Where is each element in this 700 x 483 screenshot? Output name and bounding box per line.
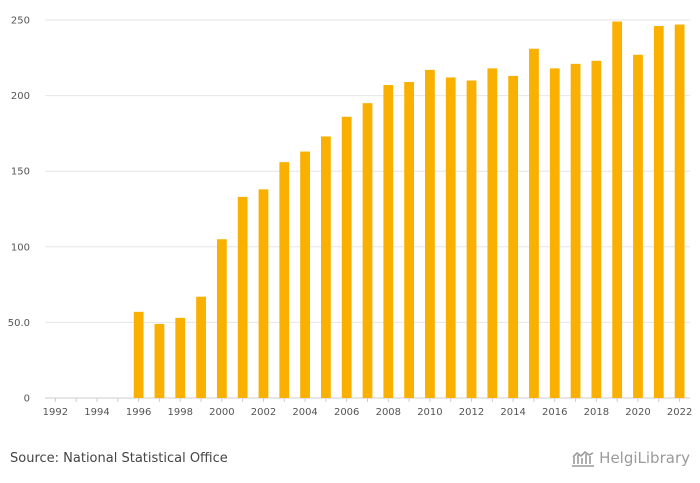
- bar-2020: [633, 54, 643, 398]
- bar-1997: [154, 323, 165, 398]
- x-tick-label: 2004: [292, 407, 317, 418]
- bar-2015: [529, 48, 539, 399]
- x-tick-label: 1992: [43, 407, 68, 418]
- y-axis-ticks: 0 50.0 100 150 200 250: [8, 16, 30, 405]
- bar-2009: [404, 81, 415, 398]
- y-tick-label: 150: [11, 167, 30, 178]
- x-tick-label: 2010: [417, 407, 442, 418]
- x-tick-label: 2012: [459, 407, 484, 418]
- bar-1998: [175, 317, 186, 398]
- y-tick-label: 0: [24, 394, 30, 405]
- bar-2016: [549, 68, 560, 398]
- source-note: Source: National Statistical Office: [10, 451, 228, 466]
- bar-2008: [383, 85, 394, 399]
- bar-2000: [216, 239, 227, 398]
- bars: [133, 21, 685, 399]
- logo-text: HelgiLibrary: [599, 449, 690, 467]
- bar-2019: [612, 21, 623, 399]
- bar-2017: [570, 63, 581, 399]
- x-tick-label: 2014: [500, 407, 525, 418]
- bar-2022: [674, 24, 685, 398]
- bar-2012: [466, 80, 477, 398]
- helgi-library-logo: HelgiLibrary: [571, 449, 690, 467]
- x-tick-label: 2000: [209, 407, 234, 418]
- y-tick-label: 250: [11, 16, 30, 27]
- y-tick-label: 100: [11, 242, 30, 253]
- y-tick-label: 200: [11, 91, 30, 102]
- bar-chart: 0 50.0 100 150 200 250 1992 1994 1996 1998 2000 20…: [8, 16, 693, 419]
- x-axis-ticks: 1992 1994 1996 1998 2000 2002 2004 2006 2008 2010…: [43, 398, 692, 418]
- library-building-icon: [572, 450, 595, 467]
- bar-2018: [591, 60, 602, 398]
- x-tick-label: 2006: [334, 407, 359, 418]
- bar-2021: [653, 26, 664, 398]
- bar-2001: [237, 196, 248, 398]
- bar-2004: [300, 151, 310, 398]
- x-tick-label: 1996: [126, 407, 151, 418]
- bar-2003: [279, 162, 290, 398]
- x-tick-label: 2018: [584, 407, 609, 418]
- y-tick-label: 50.0: [8, 318, 30, 329]
- x-tick-label: 2002: [251, 407, 276, 418]
- bar-2002: [258, 189, 269, 398]
- bar-2010: [425, 69, 435, 399]
- x-tick-label: 2016: [542, 407, 567, 418]
- bar-1996: [133, 311, 144, 398]
- x-tick-label: 1994: [84, 407, 109, 418]
- x-tick-label: 2020: [625, 407, 650, 418]
- bar-2013: [487, 68, 498, 398]
- bar-2006: [341, 116, 352, 398]
- x-tick-label: 1998: [168, 407, 193, 418]
- bar-2005: [320, 136, 331, 398]
- x-tick-label: 2022: [667, 407, 692, 418]
- bar-2011: [445, 77, 456, 399]
- x-tick-label: 2008: [376, 407, 401, 418]
- bar-1999: [196, 296, 206, 398]
- bar-2007: [362, 103, 373, 398]
- bar-2014: [508, 75, 519, 398]
